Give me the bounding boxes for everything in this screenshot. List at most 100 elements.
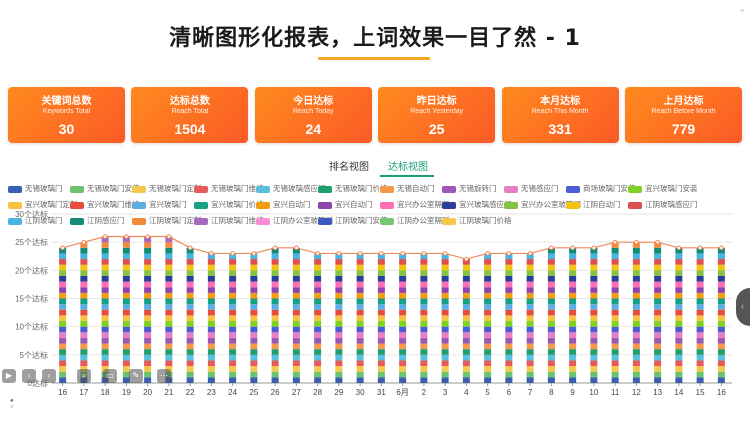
annotate-icon[interactable]: ✎ <box>129 369 143 383</box>
next-icon[interactable]: › <box>42 369 56 383</box>
legend-swatch <box>8 185 22 193</box>
bar-segment <box>377 337 385 344</box>
bar-segment <box>675 326 683 333</box>
bar-segment <box>547 247 555 254</box>
legend-swatch <box>194 201 208 209</box>
legend-item[interactable]: 无锡玻璃门 <box>8 183 63 194</box>
legend-item[interactable]: 江阴玻璃门 <box>8 215 63 226</box>
bar-segment <box>356 309 364 316</box>
zoom-icon[interactable]: ⌕ <box>77 369 91 383</box>
bar-segment <box>611 309 619 316</box>
bar-segment <box>526 270 534 276</box>
bar-segment <box>356 343 364 350</box>
bar-segment <box>335 309 343 316</box>
bar-segment <box>229 304 237 310</box>
bar-segment <box>165 304 173 310</box>
legend-item[interactable]: 江阴感应门 <box>70 215 125 226</box>
bar-segment <box>356 349 364 355</box>
bar-segment <box>377 259 385 265</box>
bar-segment <box>717 354 725 361</box>
bar-segment <box>144 360 152 367</box>
total-point <box>357 251 363 256</box>
bar-segment <box>186 253 194 260</box>
bar-segment <box>356 366 364 372</box>
bar-segment <box>654 332 662 338</box>
bar-segment <box>335 253 343 260</box>
legend-item[interactable]: 无锡玻璃门定制 <box>132 183 202 194</box>
more-icon[interactable]: ⋯ <box>157 369 171 383</box>
bar-segment <box>420 354 428 361</box>
screen-icon[interactable]: ▭ <box>103 369 117 383</box>
bar-segment <box>59 326 67 333</box>
bar-segment <box>122 321 130 327</box>
bar-segment <box>122 275 130 282</box>
bar-segment <box>441 253 449 260</box>
bar-segment <box>186 259 194 265</box>
legend-item[interactable]: 江阴玻璃门维修 <box>194 215 264 226</box>
bar-segment <box>314 371 322 378</box>
legend-item[interactable]: 江阴玻璃门安装 <box>318 215 388 226</box>
legend-item[interactable]: 宜兴玻璃门价格 <box>194 199 264 210</box>
play-icon[interactable]: ▶ <box>2 369 16 383</box>
legend-item[interactable]: 宜兴自动门 <box>256 199 311 210</box>
legend-item[interactable]: 宜兴玻璃门 <box>132 199 187 210</box>
legend-item[interactable]: 无锡玻璃感应门 <box>256 183 326 194</box>
legend-item[interactable]: 宜兴玻璃感应门 <box>442 199 512 210</box>
bar-segment <box>590 315 598 322</box>
bar-segment <box>462 315 470 322</box>
side-scroll-handle[interactable]: ‹ <box>736 288 750 326</box>
legend-item[interactable]: 江阴办公室玻璃门 <box>256 215 333 226</box>
bar-segment <box>186 321 194 327</box>
bar-segment <box>632 354 640 361</box>
legend-item[interactable]: 江阴自动门 <box>566 199 621 210</box>
legend-item[interactable]: 无锡玻璃门维修 <box>194 183 264 194</box>
legend-swatch <box>628 201 642 209</box>
bar-segment <box>505 315 513 322</box>
stat-card-label: 本月达标 <box>540 96 581 107</box>
legend-item[interactable]: 商场玻璃门安装 <box>566 183 636 194</box>
legend-item[interactable]: 江阴办公室隔断 <box>380 215 450 226</box>
legend-item[interactable]: 江阴玻璃门定制 <box>132 215 202 226</box>
bar-segment <box>335 270 343 276</box>
bar-segment <box>356 304 364 310</box>
bar-segment <box>569 315 577 322</box>
legend-item[interactable]: 宜兴玻璃门安装 <box>628 183 698 194</box>
prev-icon[interactable]: ‹ <box>22 369 36 383</box>
stat-card-english: Reach Today <box>292 108 334 115</box>
legend-item[interactable]: 无锡感应门 <box>504 183 559 194</box>
legend-item[interactable]: 无锡玻璃门价格 <box>318 183 388 194</box>
bar-segment <box>271 247 279 254</box>
x-tick-label: 12 <box>632 388 641 397</box>
bar-segment <box>314 360 322 367</box>
bar-segment <box>526 354 534 361</box>
legend-item[interactable]: 宜兴办公室玻璃门 <box>504 199 581 210</box>
legend-item[interactable]: 宜兴玻璃门维修 <box>70 199 140 210</box>
bar-segment <box>377 321 385 327</box>
legend-swatch <box>132 185 146 193</box>
bar-segment <box>356 337 364 344</box>
tab-reach-view[interactable]: 达标视图 <box>388 162 428 173</box>
legend-item[interactable]: 无锡自动门 <box>380 183 435 194</box>
legend-item[interactable]: 江阴玻璃感应门 <box>628 199 698 210</box>
bar-segment <box>271 253 279 260</box>
bar-segment <box>505 281 513 288</box>
bar-segment <box>271 377 279 383</box>
bar-segment <box>569 349 577 355</box>
legend-item[interactable]: 无锡玻璃门安装 <box>70 183 140 194</box>
bar-segment <box>207 304 215 310</box>
legend-item[interactable]: 宜兴办公室隔断 <box>380 199 450 210</box>
legend-item[interactable]: 宜兴自动门 <box>318 199 373 210</box>
bar-segment <box>122 332 130 338</box>
legend-swatch <box>70 185 84 193</box>
bar-segment <box>420 321 428 327</box>
tab-ranking-view[interactable]: 排名视图 <box>329 162 369 173</box>
bar-segment <box>186 264 194 271</box>
legend-item[interactable]: 江阴玻璃门价格 <box>442 215 512 226</box>
legend-item[interactable]: 宜兴玻璃门定制 <box>8 199 78 210</box>
bar-segment <box>250 309 258 316</box>
bar-segment <box>569 337 577 344</box>
bar-segment <box>505 275 513 282</box>
bar-segment <box>80 247 88 254</box>
legend-item[interactable]: 无锡旋转门 <box>442 183 497 194</box>
bar-segment <box>399 309 407 316</box>
